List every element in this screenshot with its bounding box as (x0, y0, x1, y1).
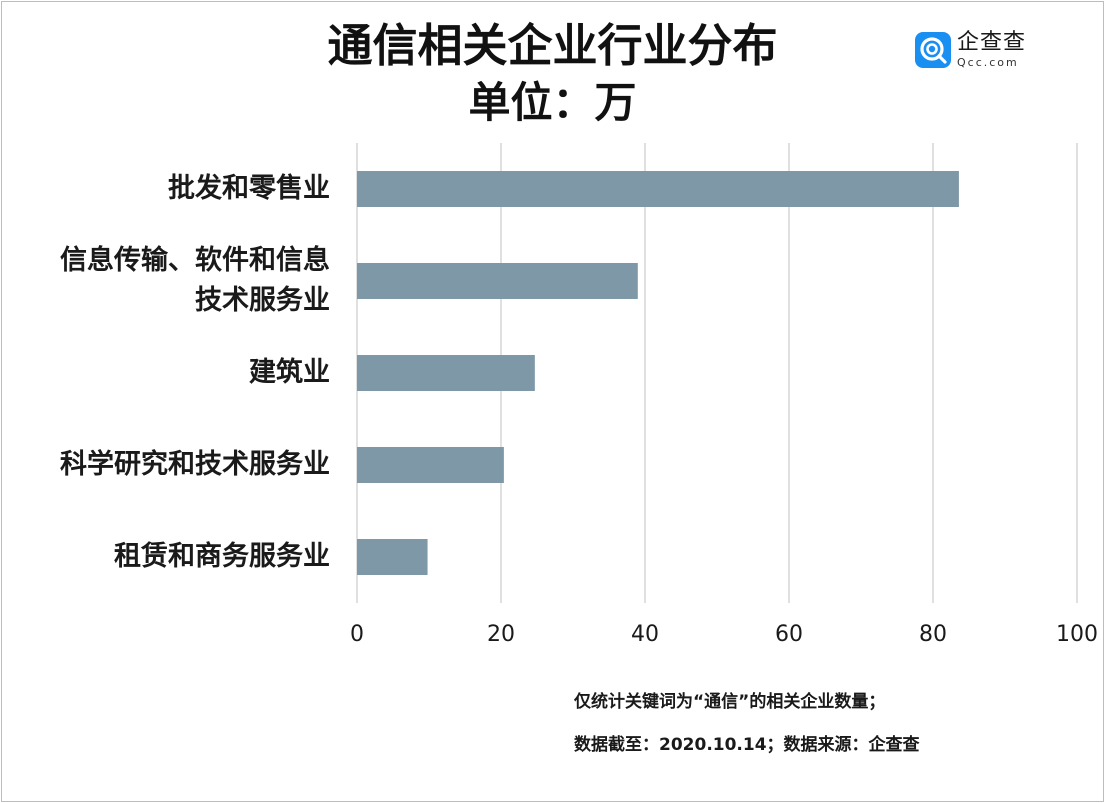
y-category-label-line: 科学研究和技术服务业 (60, 449, 330, 480)
x-tick-label: 60 (775, 622, 803, 647)
y-category-label-line: 信息传输、软件和信息 (60, 245, 330, 276)
qcc-logo: 企查查 Qcc.com (915, 30, 1026, 70)
qcc-logo-name: 企查查 (957, 30, 1027, 55)
y-category-label-line: 建筑业 (249, 357, 330, 388)
qcc-logo-icon (915, 32, 951, 68)
y-category-label-line: 批发和零售业 (168, 173, 330, 204)
x-tick-label: 0 (350, 622, 364, 647)
y-category-label-line: 技术服务业 (195, 285, 330, 316)
x-tick-label: 80 (919, 622, 947, 647)
y-category-label: 科学研究和技术服务业 (0, 445, 330, 485)
footnote-source: 数据截至：2020.10.14；数据来源：企查查 (574, 735, 920, 755)
bar-0 (357, 171, 959, 207)
qcc-logo-domain: Qcc.com (957, 56, 1019, 69)
x-tick-label: 40 (631, 622, 659, 647)
bar-1 (357, 263, 638, 299)
x-tick-label: 100 (1056, 622, 1098, 647)
y-category-label: 批发和零售业 (0, 169, 330, 209)
bar-4 (357, 539, 428, 575)
bar-2 (357, 355, 535, 391)
y-category-label-line: 租赁和商务服务业 (114, 541, 330, 572)
chart-subtitle: 单位：万 (468, 78, 637, 127)
chart-title: 通信相关企业行业分布 (327, 19, 778, 72)
y-category-label: 信息传输、软件和信息技术服务业 (0, 241, 330, 321)
y-category-label: 建筑业 (0, 353, 330, 393)
footnote-scope: 仅统计关键词为“通信”的相关企业数量； (574, 692, 886, 712)
y-category-label: 租赁和商务服务业 (0, 537, 330, 577)
bar-3 (357, 447, 504, 483)
x-tick-label: 20 (487, 622, 515, 647)
